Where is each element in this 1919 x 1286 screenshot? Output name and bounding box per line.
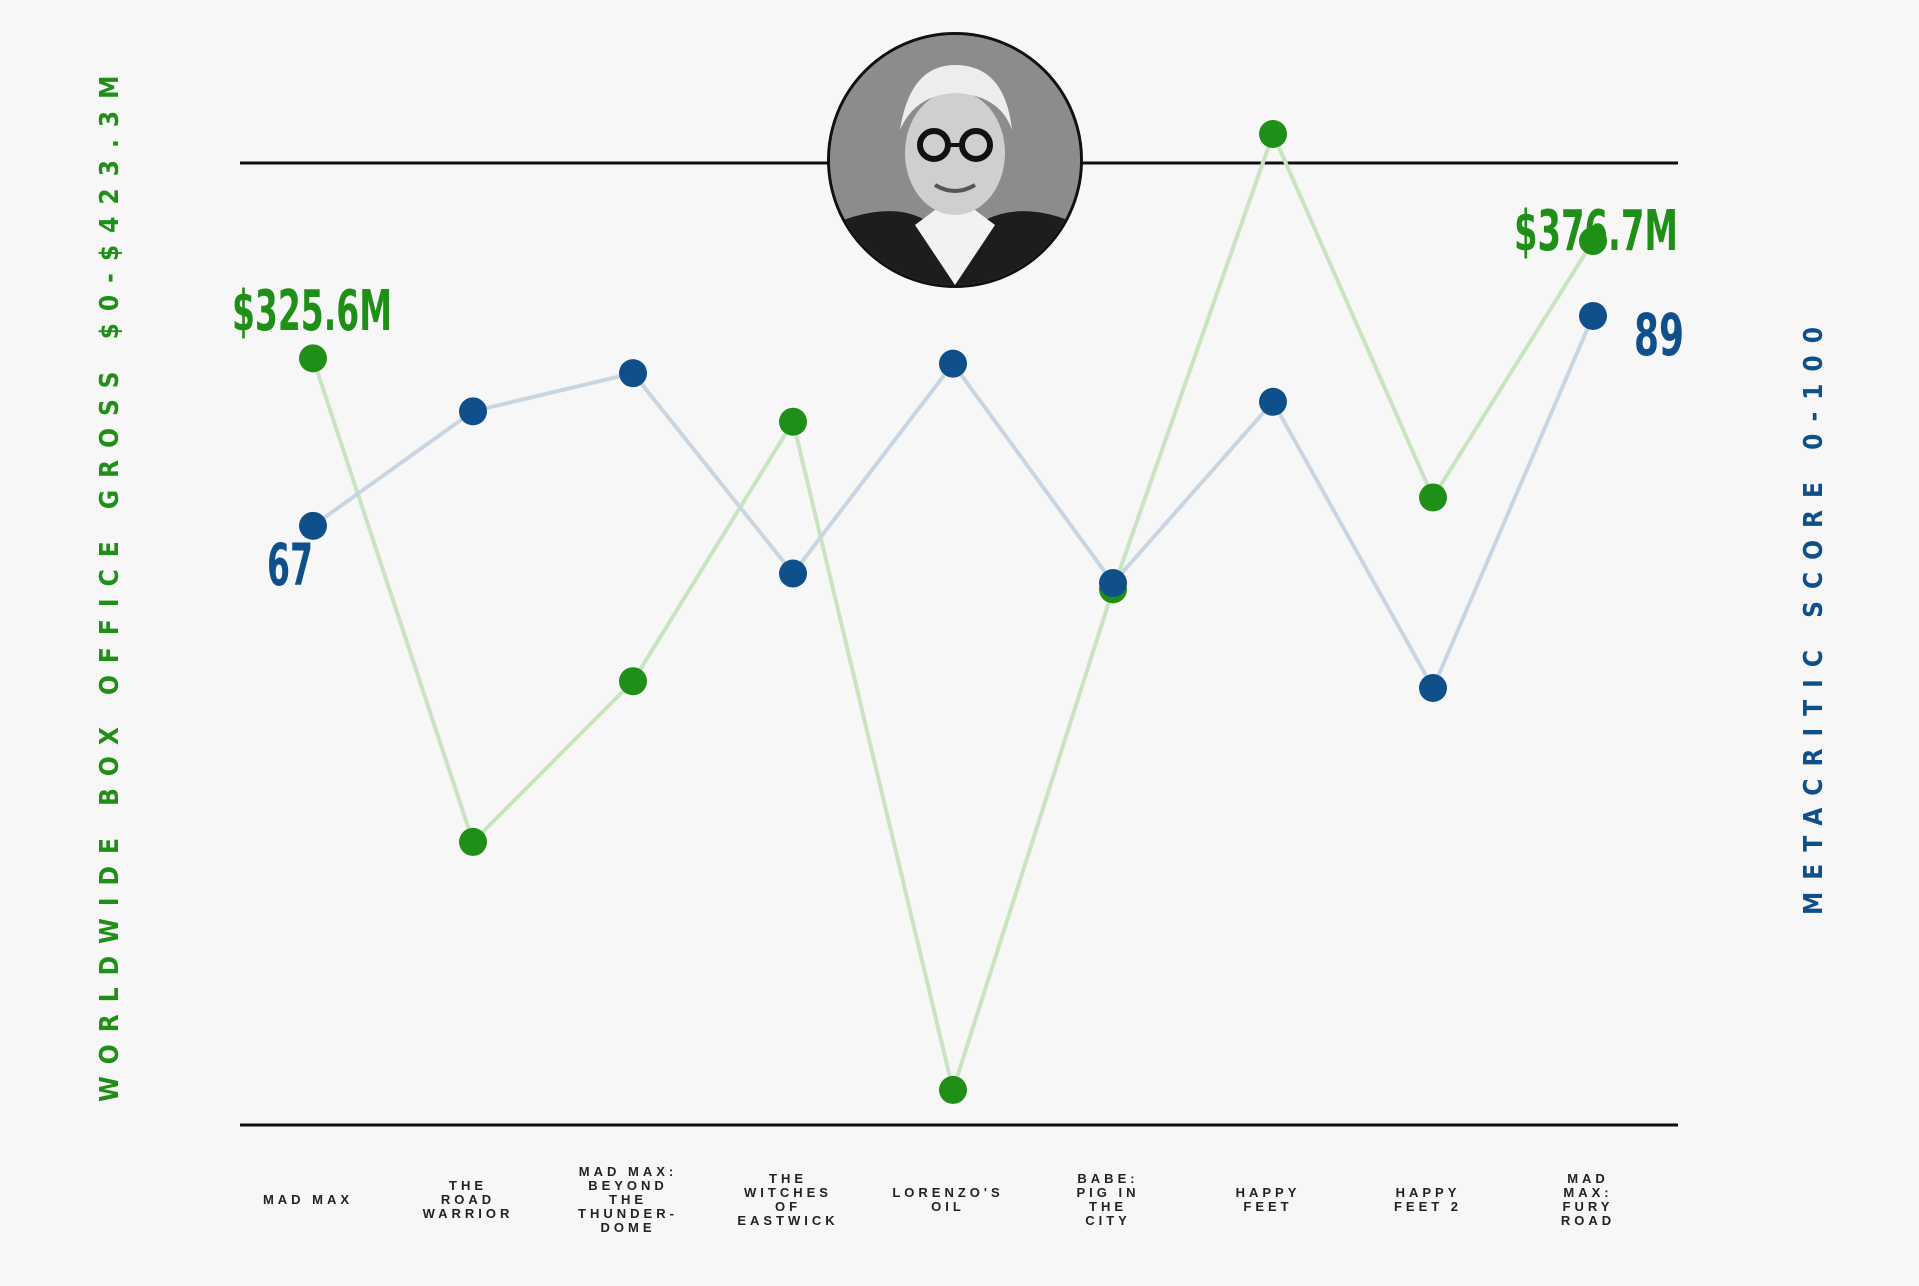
category-label-line: THE [609,1192,647,1207]
category-label-line: THE [449,1178,487,1193]
category-label-line: PIG IN [1076,1185,1139,1200]
category-label-line: FURY [1563,1199,1614,1214]
category-label-4: LORENZO'S OIL [892,1185,1003,1214]
category-label-line: DOME [601,1220,656,1235]
data-point-1-6[interactable] [1259,387,1287,416]
category-label-0: MAD MAX [263,1192,353,1207]
category-label-line: WARRIOR [423,1206,514,1221]
data-point-0-3[interactable] [779,407,807,436]
data-point-0-1[interactable] [459,827,487,856]
category-label-line: THE [1089,1199,1127,1214]
score-first-label: 67 [267,531,313,599]
right-axis-title: METACRITIC SCORE 0-100 [1799,315,1829,915]
data-point-0-8[interactable] [1579,227,1607,256]
category-label-line: MAD MAX: [579,1164,677,1179]
category-label-line: ROAD [441,1192,495,1207]
data-point-1-1[interactable] [459,397,487,426]
data-point-1-2[interactable] [619,359,647,388]
category-label-7: HAPPY FEET 2 [1394,1185,1462,1214]
data-point-1-4[interactable] [939,349,967,378]
category-label-5: BABE: PIG IN THE CITY [1076,1171,1139,1228]
category-label-8: MAD MAX: FURY ROAD [1561,1171,1615,1228]
data-point-0-0[interactable] [299,344,327,373]
category-label-line: ROAD [1561,1213,1615,1228]
data-point-1-7[interactable] [1419,674,1447,702]
category-label-line: HAPPY [1236,1185,1301,1200]
data-point-0-7[interactable] [1419,483,1447,512]
category-label-line: OF [775,1199,801,1214]
person-portrait-icon [830,35,1080,285]
category-label-line: WITCHES [744,1185,832,1200]
data-point-0-2[interactable] [619,667,647,696]
category-label-6: HAPPY FEET [1236,1185,1301,1214]
category-label-line: LORENZO'S [892,1185,1003,1200]
gross-last-label: $376.7M [1514,199,1678,264]
category-label-line: FEET [1243,1199,1292,1214]
category-label-line: HAPPY [1396,1185,1461,1200]
category-label-line: MAD [1567,1171,1609,1186]
category-label-line: EASTWICK [737,1213,838,1228]
category-label-line: MAX: [1563,1185,1612,1200]
category-label-line: BEYOND [588,1178,668,1193]
category-label-line: FEET 2 [1394,1199,1462,1214]
gross-first-label: $325.6M [232,279,392,344]
data-point-1-3[interactable] [779,559,807,588]
category-label-3: THE WITCHES OF EASTWICK [737,1171,838,1228]
data-point-0-6[interactable] [1259,120,1287,148]
category-label-line: THUNDER- [578,1206,678,1221]
category-label-2: MAD MAX: BEYOND THE THUNDER-DOME [578,1164,678,1235]
category-label-line: CITY [1085,1213,1131,1228]
data-point-1-5[interactable] [1099,569,1127,598]
data-point-1-8[interactable] [1579,301,1607,330]
director-portrait [827,32,1083,288]
left-axis-title: WORLDWIDE BOX OFFICE GROSS $0-$423.3M [95,64,125,1102]
data-point-1-0[interactable] [299,511,327,540]
data-point-0-4[interactable] [939,1075,967,1104]
score-last-label: 89 [1634,301,1684,369]
category-label-line: BABE: [1077,1171,1138,1186]
category-label-line: OIL [931,1199,965,1214]
category-label-1: THE ROAD WARRIOR [423,1178,514,1221]
category-label-line: MAD MAX [263,1192,353,1207]
category-label-line: THE [769,1171,807,1186]
